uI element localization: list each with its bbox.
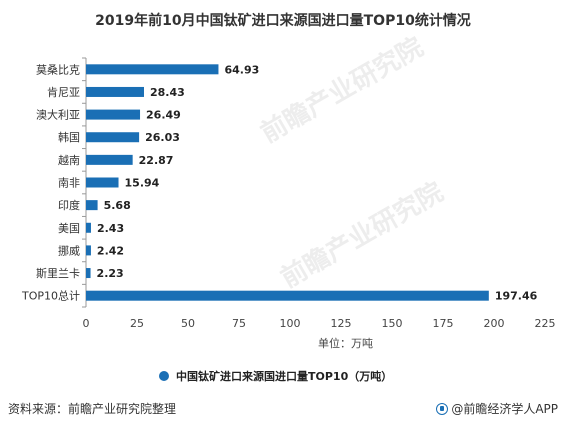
x-tick-label: 125: [331, 317, 352, 330]
data-label: 64.93: [224, 63, 259, 76]
category-label: 肯尼亚: [47, 86, 80, 99]
data-label: 2.23: [97, 267, 124, 280]
category-label: 莫桑比克: [36, 63, 80, 76]
category-label: 澳大利亚: [36, 108, 80, 122]
category-label: 韩国: [58, 130, 80, 144]
brand-credit: @前瞻经济学人APP: [436, 400, 558, 417]
category-label: 印度: [58, 198, 80, 212]
legend-marker: [159, 371, 169, 381]
bar: [86, 86, 144, 97]
data-label: 26.03: [145, 131, 180, 144]
brand-credit-text: @前瞻经济学人APP: [451, 402, 558, 416]
data-label: 5.68: [104, 199, 131, 212]
legend-label: 中国钛矿进口来源国进口量TOP10（万吨）: [176, 369, 392, 383]
bar: [86, 290, 489, 301]
data-label: 15.94: [125, 177, 160, 190]
x-axis-label: 单位：万吨: [318, 336, 373, 350]
x-tick-label: 200: [484, 317, 505, 330]
category-label: 美国: [58, 222, 80, 235]
bar: [86, 64, 219, 75]
category-label: 越南: [58, 153, 80, 167]
category-label: 南非: [58, 177, 80, 190]
x-tick-label: 75: [232, 317, 246, 330]
category-label: 挪威: [58, 243, 80, 257]
x-tick-label: 0: [83, 317, 90, 330]
bar: [86, 109, 141, 120]
brand-logo-icon: [436, 403, 449, 415]
x-tick-label: 150: [382, 317, 403, 330]
category-label: TOP10总计: [21, 289, 80, 303]
bar: [86, 154, 133, 165]
chart-title: 2019年前10月中国钛矿进口来源国进口量TOP10统计情况: [95, 13, 471, 29]
x-tick-label: 100: [280, 317, 301, 330]
data-label: 22.87: [139, 154, 174, 167]
bar-chart: 莫桑比克 64.93 肯尼亚 28.43 澳大利亚 26.49 韩国 26.03 越南 22.87…: [21, 57, 556, 383]
data-label: 26.49: [146, 109, 181, 122]
bar: [86, 268, 91, 279]
x-tick-label: 50: [181, 317, 195, 330]
bar: [86, 132, 140, 143]
x-tick-label: 175: [433, 317, 454, 330]
x-tick-label: 225: [535, 317, 556, 330]
data-label: 197.46: [495, 290, 538, 303]
x-tick-label: 25: [130, 317, 144, 330]
source-note: 资料来源：前瞻产业研究院整理: [8, 402, 177, 416]
bar: [86, 222, 91, 233]
data-label: 28.43: [150, 86, 185, 99]
bar: [86, 200, 98, 211]
bar: [86, 245, 91, 256]
data-label: 2.42: [97, 244, 124, 257]
category-label: 斯里兰卡: [36, 267, 80, 280]
bar: [86, 177, 119, 188]
data-label: 2.43: [97, 222, 124, 235]
